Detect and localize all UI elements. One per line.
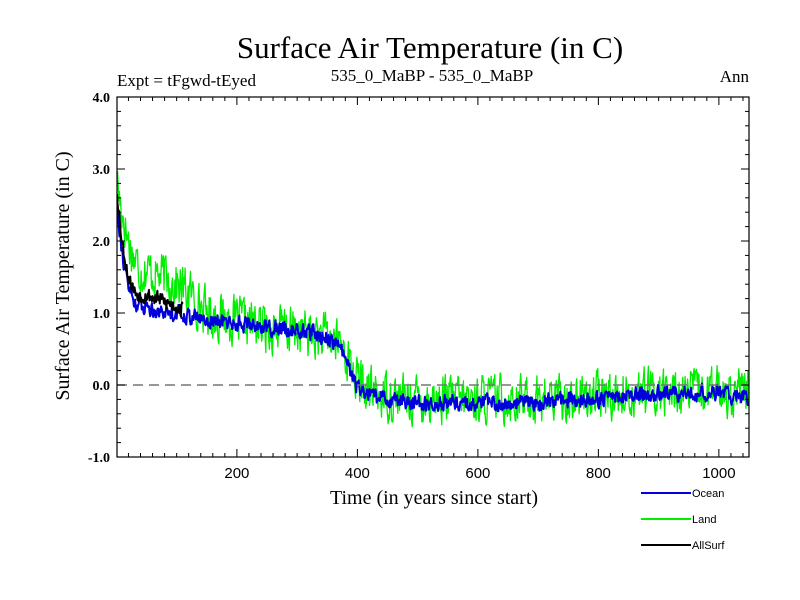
legend-label-allsurf: AllSurf	[692, 540, 725, 552]
legend-label-ocean: Ocean	[692, 488, 724, 500]
x-axis-label: Time (in years since start)	[330, 487, 538, 509]
chart-subtitle-right: Ann	[720, 67, 750, 86]
series-line-ocean	[117, 200, 749, 413]
plot-area	[117, 170, 749, 428]
x-tick-label: 800	[586, 465, 611, 482]
x-tick-label: 1000	[702, 465, 735, 482]
y-tick-label: 2.0	[93, 235, 111, 250]
plot-frame	[116, 96, 750, 458]
legend: Ocean Land AllSurf	[641, 488, 725, 552]
chart-subtitle-center: 535_0_MaBP - 535_0_MaBP	[331, 66, 533, 85]
chart-subtitle-left: Expt = tFgwd-tEyed	[117, 71, 256, 90]
legend-label-land: Land	[692, 514, 716, 526]
series-line-land	[117, 170, 749, 428]
series-line-allsurf	[117, 194, 184, 318]
y-tick-label: 1.0	[93, 307, 111, 322]
y-axis-label: Surface Air Temperature (in C)	[52, 151, 74, 400]
x-tick-label: 400	[345, 465, 370, 482]
chart-title: Surface Air Temperature (in C)	[237, 30, 623, 65]
x-tick-label: 600	[465, 465, 490, 482]
x-tick-label: 200	[224, 465, 249, 482]
y-tick-label: -1.0	[88, 451, 110, 466]
axes: 200 400 600 800 1000 -1.0 0.0 1.0 2.0 3.0 4.0	[88, 91, 750, 482]
y-tick-label: 3.0	[93, 163, 111, 178]
y-tick-label: 4.0	[93, 91, 111, 106]
y-tick-label: 0.0	[93, 379, 111, 394]
